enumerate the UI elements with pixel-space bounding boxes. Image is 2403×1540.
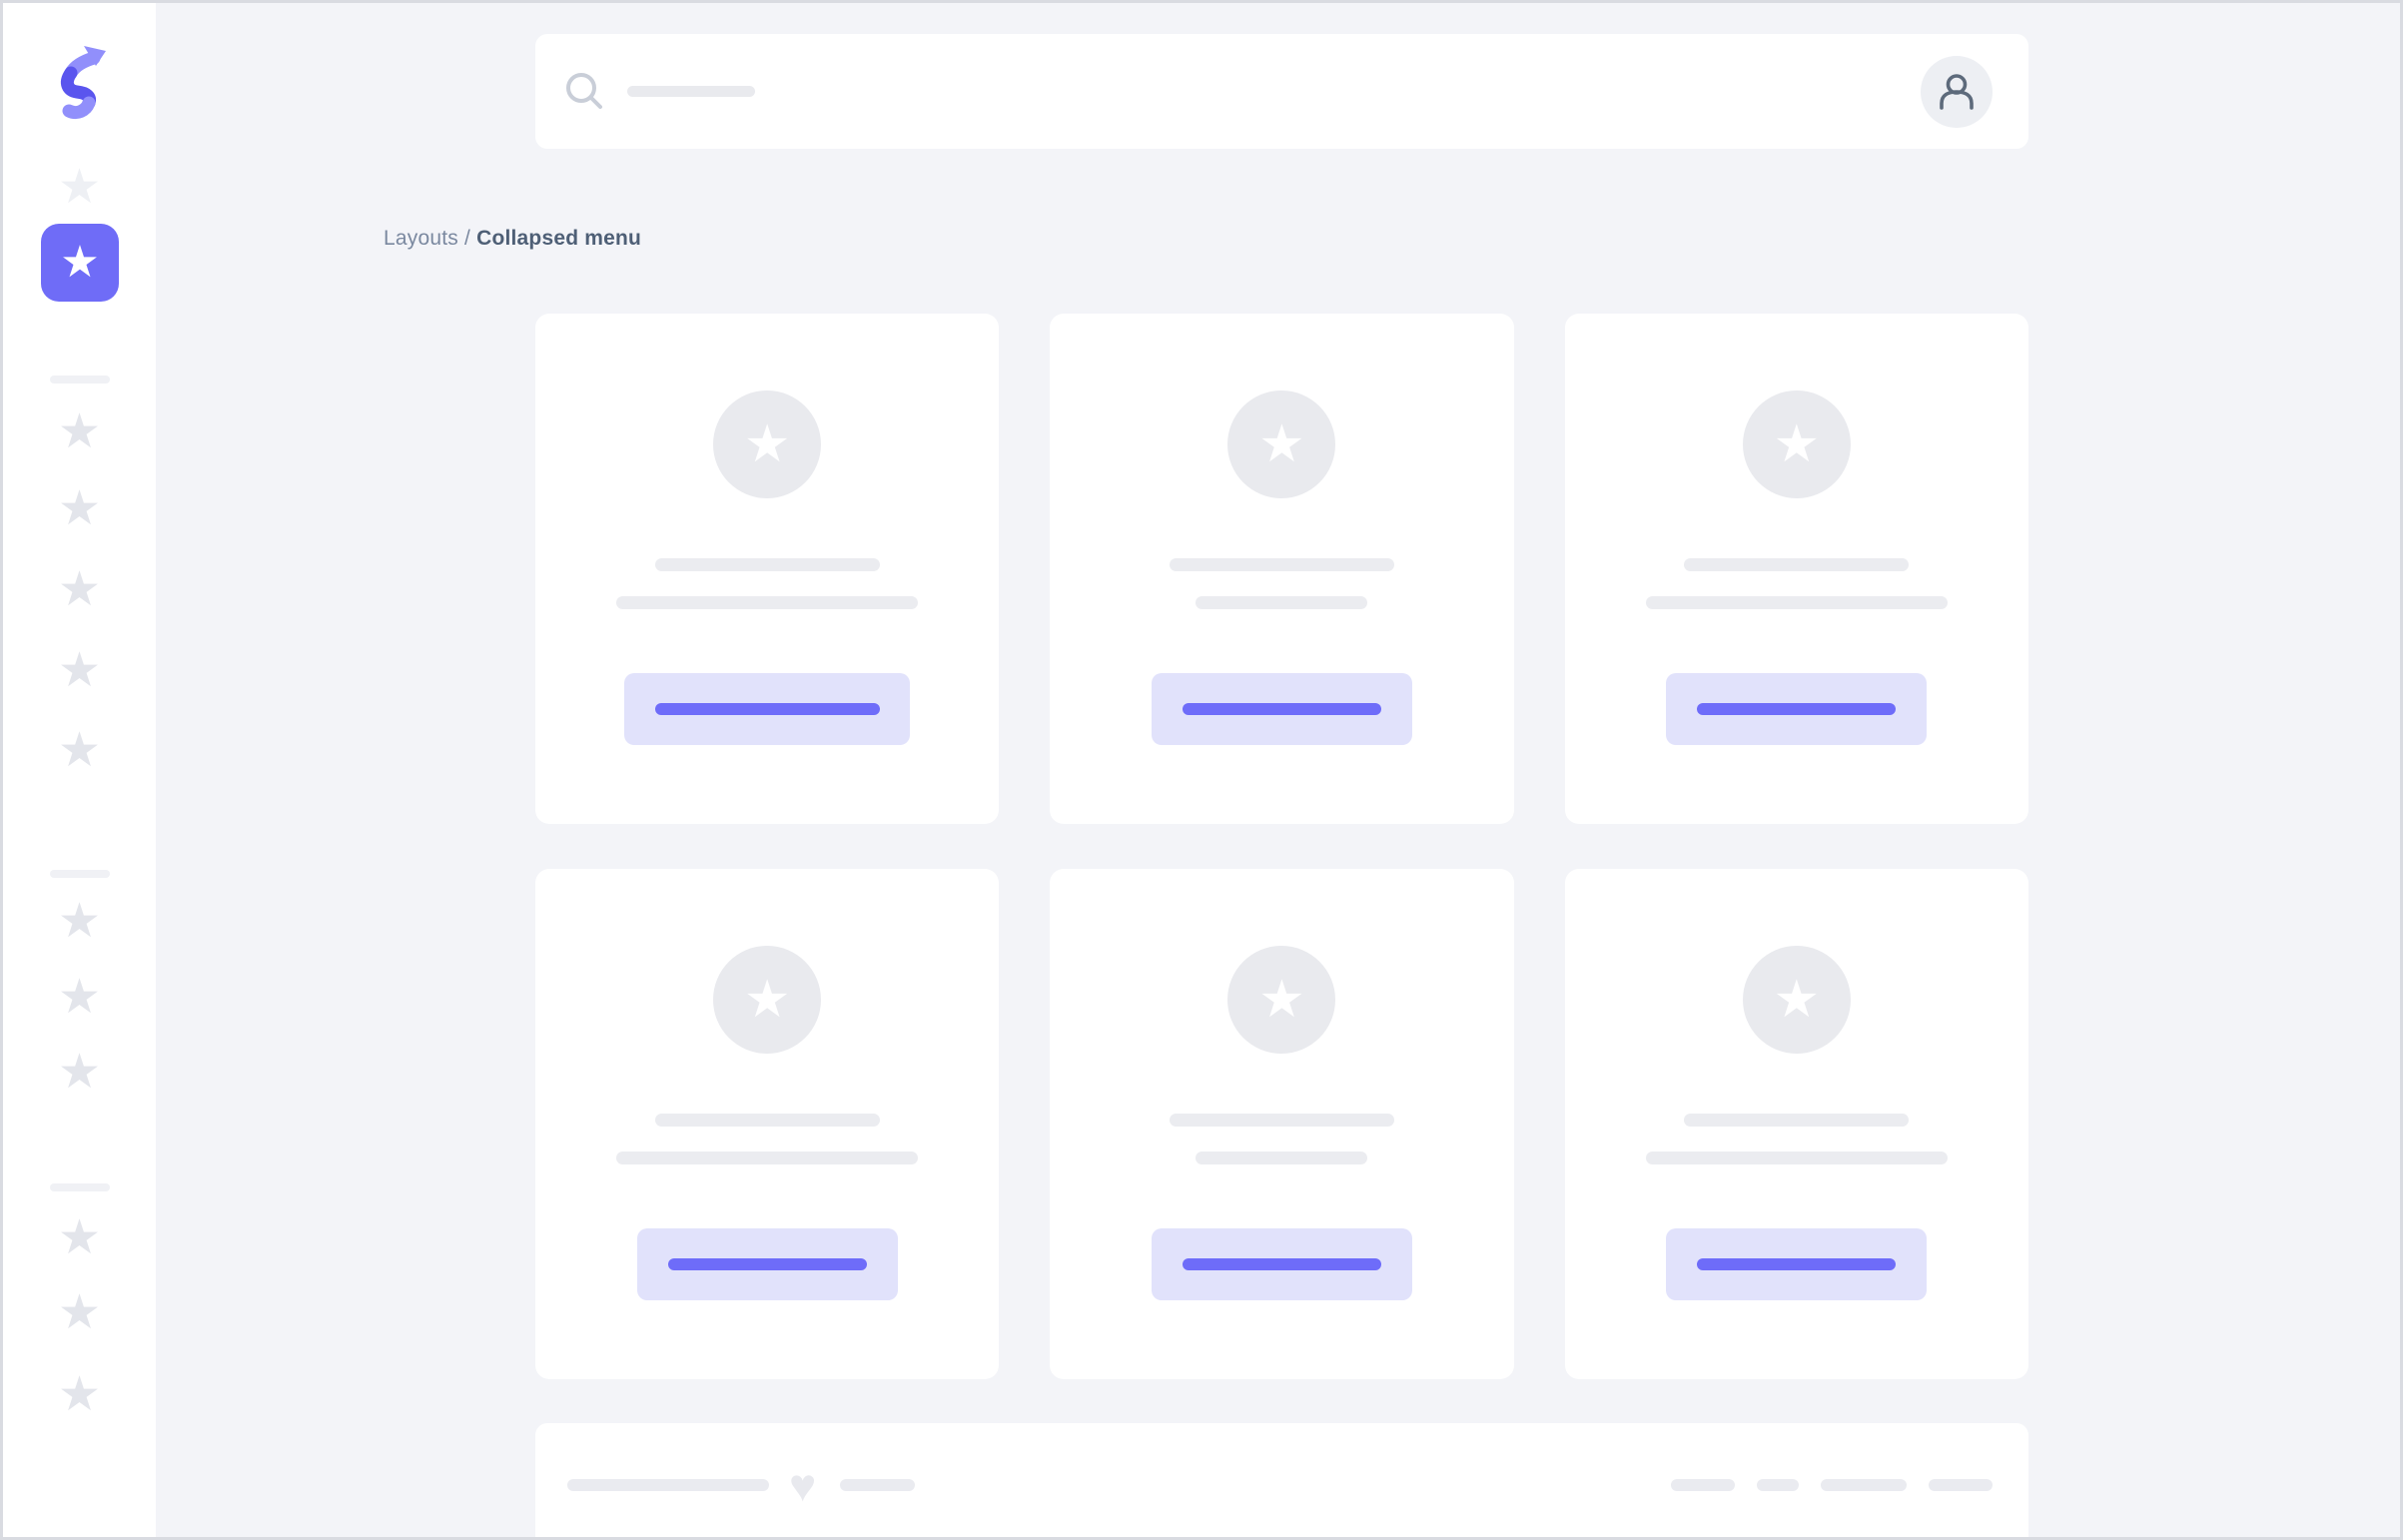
sidebar-item-active[interactable]: ★: [41, 224, 119, 302]
sidebar-item-star-icon[interactable]: ★: [57, 971, 102, 1024]
card: ★: [1050, 869, 1514, 1379]
footer-link-placeholder: [1757, 1479, 1799, 1491]
breadcrumb-current: Collapsed menu: [476, 227, 642, 250]
star-icon: ★: [1773, 971, 1821, 1029]
card: ★: [1564, 314, 2028, 824]
button-label-placeholder: [654, 703, 880, 715]
sidebar-item-star-icon[interactable]: ★: [57, 895, 102, 948]
button-label-placeholder: [667, 1258, 867, 1270]
sidebar-item-star-icon[interactable]: ★: [57, 644, 102, 697]
sidebar-item-star-icon[interactable]: ★: [57, 1368, 102, 1421]
search-icon: [566, 72, 602, 109]
card: ★: [1564, 869, 2028, 1379]
sidebar-item-star-icon[interactable]: ★: [57, 1046, 102, 1099]
sidebar-item-star-icon[interactable]: ★: [57, 482, 102, 535]
card-action-button[interactable]: [1151, 1228, 1412, 1300]
user-icon: [1940, 73, 1974, 110]
card-action-button[interactable]: [1151, 673, 1412, 745]
card: ★: [1050, 314, 1514, 824]
button-label-placeholder: [1697, 703, 1897, 715]
card: ★: [535, 869, 1000, 1379]
footer-text-placeholder: [840, 1479, 916, 1491]
sidebar-divider: [50, 376, 110, 384]
card-action-button[interactable]: [624, 673, 911, 745]
card-action-button[interactable]: [1666, 673, 1928, 745]
sidebar-item-star-icon[interactable]: ★: [57, 1211, 102, 1264]
card-avatar-circle: ★: [1227, 946, 1336, 1054]
footer-link-placeholder: [1821, 1479, 1907, 1491]
card-title-placeholder: [1169, 1114, 1394, 1127]
card-subtitle-placeholder: [1196, 596, 1368, 609]
heart-icon: ♥: [789, 1459, 817, 1511]
button-label-placeholder: [1182, 703, 1381, 715]
sidebar-item-star-icon[interactable]: ★: [57, 405, 102, 458]
sidebar-item-star-icon[interactable]: ★: [57, 1286, 102, 1339]
footer-bar: ♥: [535, 1423, 2028, 1537]
star-icon: ★: [743, 415, 791, 473]
star-icon: ★: [1773, 415, 1821, 473]
star-icon: ★: [60, 238, 100, 287]
card: ★: [535, 314, 1000, 824]
breadcrumb: Layouts / Collapsed menu: [384, 227, 641, 251]
card-subtitle-placeholder: [616, 1152, 919, 1164]
sidebar: ★ ★ ★ ★ ★ ★ ★ ★ ★ ★ ★ ★ ★: [3, 3, 156, 1537]
footer-links: [1671, 1479, 1993, 1491]
card-action-button[interactable]: [636, 1228, 898, 1300]
card-title-placeholder: [654, 558, 880, 571]
star-icon: ★: [1258, 415, 1305, 473]
card-avatar-circle: ★: [1742, 390, 1851, 498]
card-title-placeholder: [1169, 558, 1394, 571]
search-placeholder-line: [627, 86, 755, 97]
card-subtitle-placeholder: [616, 596, 919, 609]
card-title-placeholder: [654, 1114, 880, 1127]
sidebar-item-star-icon[interactable]: ★: [57, 724, 102, 777]
card-title-placeholder: [1684, 1114, 1910, 1127]
card-subtitle-placeholder: [1645, 596, 1948, 609]
user-avatar-button[interactable]: [1921, 55, 1993, 128]
card-action-button[interactable]: [1666, 1228, 1928, 1300]
sidebar-divider: [50, 870, 110, 878]
card-avatar-circle: ★: [713, 946, 822, 1054]
footer-link-placeholder: [1929, 1479, 1993, 1491]
card-avatar-circle: ★: [1742, 946, 1851, 1054]
breadcrumb-parent[interactable]: Layouts: [384, 227, 458, 250]
card-grid: ★ ★ ★ ★: [535, 314, 2028, 1379]
sidebar-item-star-icon[interactable]: ★: [57, 161, 102, 214]
sidebar-divider: [50, 1183, 110, 1191]
star-icon: ★: [743, 971, 791, 1029]
button-label-placeholder: [1182, 1258, 1381, 1270]
card-avatar-circle: ★: [1227, 390, 1336, 498]
card-subtitle-placeholder: [1645, 1152, 1948, 1164]
card-title-placeholder: [1684, 558, 1910, 571]
app-logo[interactable]: [56, 45, 108, 121]
search-bar[interactable]: [535, 34, 2028, 149]
footer-link-placeholder: [1671, 1479, 1735, 1491]
footer-text-placeholder: [567, 1479, 769, 1491]
sidebar-item-star-icon[interactable]: ★: [57, 563, 102, 616]
star-icon: ★: [1258, 971, 1305, 1029]
card-avatar-circle: ★: [713, 390, 822, 498]
card-subtitle-placeholder: [1196, 1152, 1368, 1164]
button-label-placeholder: [1697, 1258, 1897, 1270]
breadcrumb-separator: /: [464, 227, 471, 250]
